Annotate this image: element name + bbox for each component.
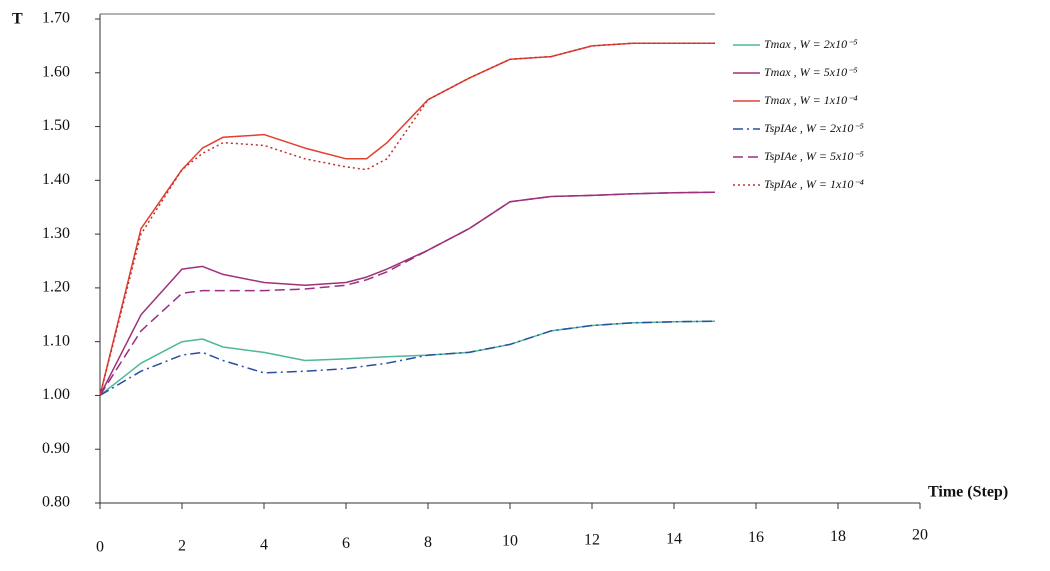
series-line [99, 42, 715, 396]
legend-label: Tmax , W = 5x10⁻⁵ [764, 65, 858, 79]
legend-label: TspIAe , W = 5x10⁻⁵ [764, 149, 864, 163]
y-tick-label: 1.20 [42, 279, 70, 296]
x-tick-label: 16 [748, 529, 764, 546]
y-tick-label: 1.10 [42, 332, 70, 349]
legend-label: Tmax , W = 1x10⁻⁴ [764, 93, 858, 107]
legend-label: TspIAe , W = 1x10⁻⁴ [764, 177, 864, 191]
x-tick-label: 4 [260, 536, 268, 553]
x-tick-label: 14 [666, 530, 682, 547]
y-tick-label: 0.90 [42, 440, 70, 457]
y-tick-label: 1.00 [42, 386, 70, 403]
y-tick-label: 1.70 [42, 10, 70, 27]
x-tick-label: 2 [178, 537, 186, 554]
x-tick-label: 6 [342, 535, 350, 552]
x-tick-label: 0 [96, 539, 104, 556]
y-tick-label: 0.80 [42, 494, 70, 511]
x-tick-label: 18 [830, 528, 846, 545]
x-tick-label: 8 [424, 534, 432, 551]
y-tick-label: 1.30 [42, 225, 70, 242]
legend-label: Tmax , W = 2x10⁻⁵ [764, 37, 858, 51]
series-line [99, 42, 715, 396]
series-line [99, 191, 716, 396]
x-tick-label: 20 [912, 527, 928, 544]
x-tick-label: 10 [502, 533, 518, 550]
y-tick-label: 1.50 [42, 117, 70, 134]
x-tick-label: 12 [584, 531, 600, 548]
legend-label: TspIAe , W = 2x10⁻⁵ [764, 121, 864, 135]
x-axis-label: Time (Step) [928, 484, 1008, 501]
series-line [99, 320, 716, 396]
series-line [99, 191, 716, 396]
series-line [99, 320, 716, 397]
y-tick-label: 1.60 [42, 63, 70, 80]
legend: Tmax , W = 2x10⁻⁵ Tmax , W = 5x10⁻⁵ Tmax ,… [733, 37, 864, 191]
y-tick-label: 1.40 [42, 171, 70, 188]
y-axis-label: T [12, 11, 23, 28]
